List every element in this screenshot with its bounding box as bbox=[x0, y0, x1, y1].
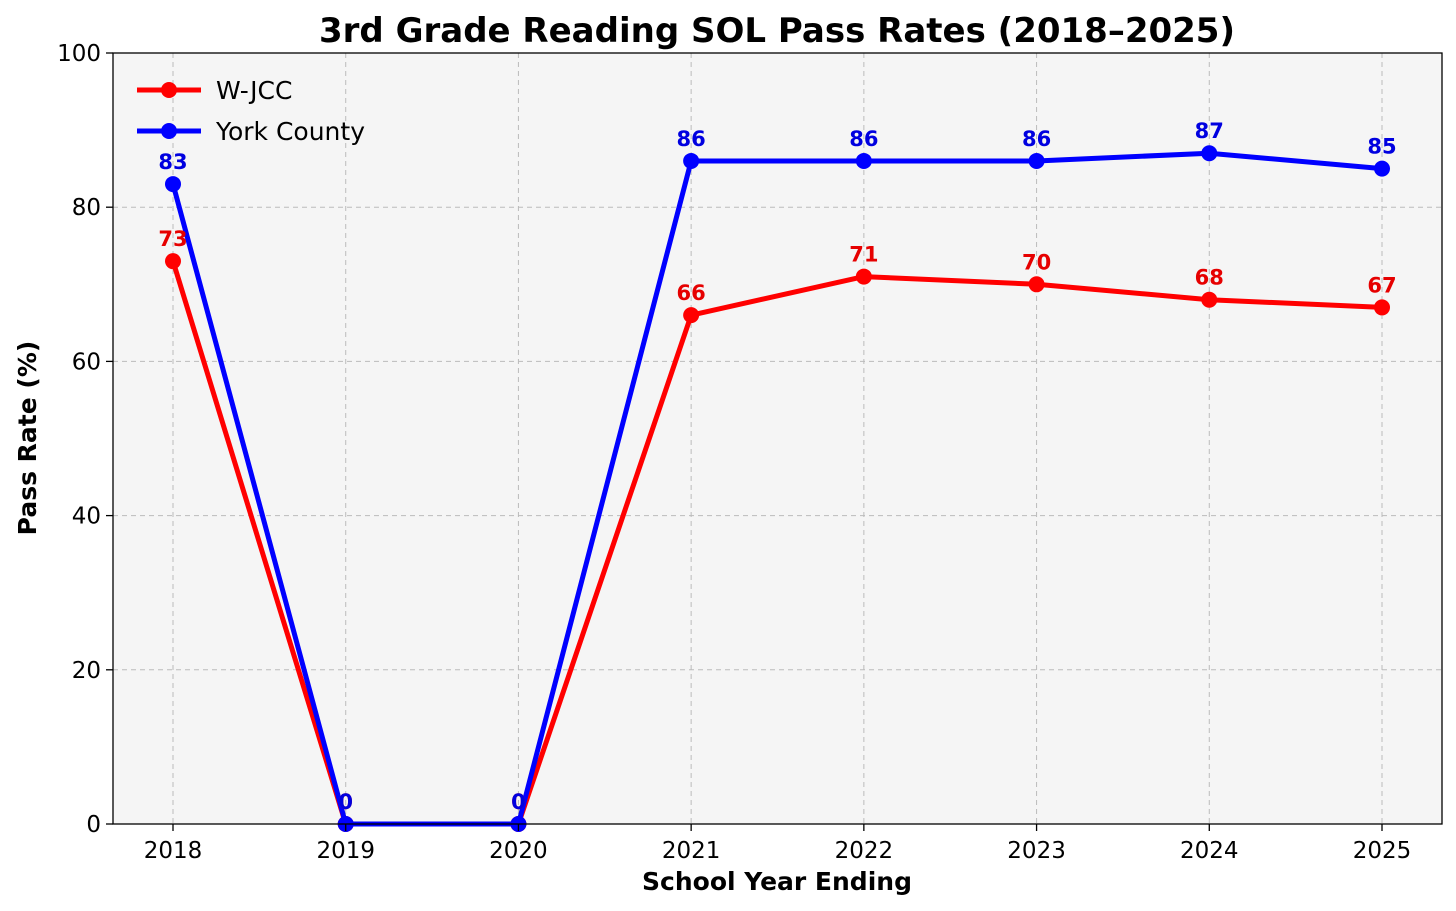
y-tick-label: 80 bbox=[72, 195, 101, 221]
x-tick-label: 2023 bbox=[1007, 838, 1066, 864]
x-tick-label: 2024 bbox=[1180, 838, 1239, 864]
data-label-w-jcc: 68 bbox=[1195, 266, 1224, 290]
data-point-york-county bbox=[855, 152, 872, 169]
legend: W-JCC York County bbox=[137, 76, 365, 146]
x-tick-label: 2022 bbox=[835, 838, 894, 864]
y-tick-label: 100 bbox=[57, 41, 101, 67]
x-tick-label: 2025 bbox=[1353, 838, 1412, 864]
x-axis-label: School Year Ending bbox=[642, 867, 912, 896]
x-tick-label: 2020 bbox=[489, 838, 548, 864]
data-label-york-county: 86 bbox=[1022, 127, 1051, 151]
data-point-york-county bbox=[1374, 160, 1390, 177]
data-label-w-jcc: 66 bbox=[677, 281, 706, 305]
data-point-w-jcc bbox=[855, 268, 872, 285]
data-label-w-jcc: 0 bbox=[338, 790, 353, 814]
data-point-york-county bbox=[1028, 152, 1045, 169]
data-point-w-jcc bbox=[1028, 276, 1045, 293]
y-tick-label: 0 bbox=[86, 812, 101, 838]
data-point-york-county bbox=[683, 152, 700, 169]
x-tick-label: 2019 bbox=[316, 838, 375, 864]
data-label-w-jcc: 0 bbox=[511, 790, 526, 814]
data-label-york-county: 0 bbox=[511, 790, 526, 814]
y-axis-label: Pass Rate (%) bbox=[13, 341, 42, 536]
data-point-w-jcc bbox=[1374, 299, 1390, 316]
data-point-york-county bbox=[165, 176, 181, 193]
chart-title: 3rd Grade Reading SOL Pass Rates (2018–2… bbox=[319, 11, 1235, 51]
data-label-w-jcc: 71 bbox=[849, 243, 878, 267]
data-label-w-jcc: 67 bbox=[1367, 273, 1396, 297]
x-tick-label: 2021 bbox=[662, 838, 721, 864]
data-point-york-county bbox=[1201, 145, 1218, 162]
data-label-w-jcc: 73 bbox=[158, 227, 187, 251]
legend-label-w-jcc: W-JCC bbox=[216, 76, 292, 105]
data-label-york-county: 85 bbox=[1367, 135, 1396, 159]
legend-swatch-marker-w-jcc bbox=[161, 82, 177, 98]
y-tick-label: 20 bbox=[72, 658, 101, 684]
data-label-york-county: 86 bbox=[677, 127, 706, 151]
data-label-york-county: 0 bbox=[338, 790, 353, 814]
x-axis: 2018 2019 2020 2021 2022 2023 2024 2025 bbox=[144, 824, 1412, 864]
plot-area bbox=[113, 53, 1442, 824]
data-label-york-county: 87 bbox=[1195, 119, 1224, 143]
data-point-w-jcc bbox=[683, 307, 700, 324]
x-tick-label: 2018 bbox=[144, 838, 203, 864]
data-point-w-jcc bbox=[1201, 291, 1218, 308]
legend-swatch-marker-york-county bbox=[161, 123, 177, 139]
y-axis: 0 20 40 60 80 100 bbox=[57, 41, 113, 838]
plot-frame bbox=[112, 52, 1443, 825]
data-label-w-jcc: 70 bbox=[1022, 250, 1051, 274]
y-tick-label: 40 bbox=[72, 504, 101, 530]
data-point-w-jcc bbox=[165, 253, 181, 270]
data-label-york-county: 86 bbox=[849, 127, 878, 151]
y-tick-label: 60 bbox=[72, 349, 101, 375]
legend-label-york-county: York County bbox=[215, 117, 365, 146]
data-label-york-county: 83 bbox=[158, 150, 187, 174]
